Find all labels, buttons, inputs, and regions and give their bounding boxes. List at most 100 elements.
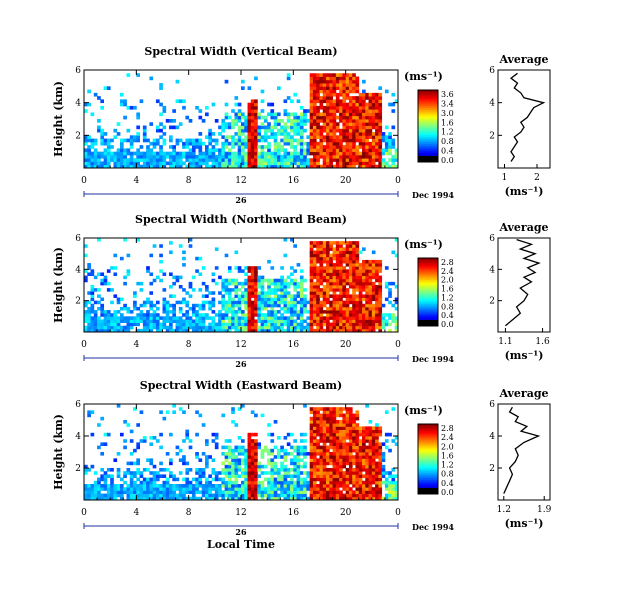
colorbar-tick: 0.4 (441, 147, 454, 156)
colorbar-tick: 0.8 (441, 302, 454, 311)
profile-line (509, 72, 546, 162)
colorbar-tick: 1.6 (441, 451, 454, 460)
plot-title: Spectral Width (Vertical Beam) (144, 45, 337, 58)
panel-northward: Spectral Width (Northward Beam)0 4 8 12 16 20… (52, 213, 551, 369)
y-tick-label: 6 (75, 400, 81, 410)
colorbar-tick: 1.2 (441, 128, 454, 137)
profile-y-tick: 4 (489, 265, 495, 275)
profile-x-tick: 1.1 (498, 337, 512, 347)
profile-title: Average (498, 221, 548, 234)
x-tick-label: 20 (340, 340, 352, 350)
panel-eastward: Spectral Width (Eastward Beam)0 4 8 12 16 20 0… (52, 379, 552, 551)
colorbar-tick: 0.4 (441, 311, 454, 320)
profile-xlabel: (ms⁻¹) (505, 185, 544, 198)
colorbar-tick: 2.4 (441, 433, 454, 442)
colorbar-tick: 0.4 (441, 479, 454, 488)
date-label: 26 (235, 359, 247, 369)
colorbar-tick: 2.8 (441, 424, 454, 433)
profile-x-tick: 2 (534, 173, 540, 183)
x-tick-label: 0 (81, 340, 87, 350)
panel-vertical: Spectral Width (Vertical Beam)0 4 8 12 16 20 0… (52, 45, 551, 205)
profile-y-tick: 4 (489, 432, 495, 442)
colorbar-tick: 0.8 (441, 470, 454, 479)
y-axis-label: Height (km) (52, 81, 65, 157)
x-axis-label: Local Time (207, 538, 275, 551)
colorbar-tick: 0.8 (441, 137, 454, 146)
profile-y-tick: 6 (489, 66, 495, 76)
colorbar-tick: 1.2 (441, 293, 454, 302)
profile-x-tick: 1.9 (537, 505, 552, 515)
y-tick-label: 4 (75, 432, 81, 442)
colorbar-low (418, 156, 438, 162)
y-axis-label: Height (km) (52, 247, 65, 323)
date-suffix: Dec 1994 (412, 522, 454, 532)
x-tick-label: 12 (235, 508, 246, 518)
x-tick-label: 20 (340, 176, 352, 186)
colorbar-tick: 2.0 (441, 442, 454, 451)
colorbar-low (418, 320, 438, 326)
colorbar-tick: 2.0 (441, 276, 454, 285)
x-tick-label: 0 (81, 508, 87, 518)
colorbar (417, 423, 439, 495)
profile-title: Average (498, 53, 548, 66)
profile-frame (497, 403, 551, 501)
colorbar-tick: 3.6 (441, 90, 454, 99)
colorbar-tick: 2.4 (441, 267, 454, 276)
plot-title: Spectral Width (Northward Beam) (135, 213, 347, 226)
y-tick-label: 2 (75, 297, 81, 307)
colorbar-tick: 1.6 (441, 118, 454, 127)
y-tick-label: 4 (75, 99, 81, 109)
profile-frame (497, 69, 551, 169)
profile-y-tick: 4 (489, 99, 495, 109)
profile-x-tick: 1.6 (535, 337, 550, 347)
profile-xlabel: (ms⁻¹) (505, 349, 544, 362)
colorbar-low (418, 488, 438, 494)
colorbar-tick: 0.0 (441, 320, 454, 329)
date-label: 26 (235, 195, 247, 205)
profile-line (504, 238, 541, 327)
profile-x-tick: 1.2 (497, 505, 511, 515)
colorbar (417, 257, 439, 327)
profile-y-tick: 2 (489, 131, 495, 141)
profile-frame (497, 237, 551, 333)
x-tick-label: 12 (235, 340, 246, 350)
profile-y-tick: 6 (489, 400, 495, 410)
x-tick-label: 16 (288, 340, 300, 350)
colorbar-tick: 2.8 (441, 258, 454, 267)
colorbar-tick: 0.0 (441, 156, 454, 165)
x-tick-label: 0 (395, 176, 401, 186)
profile-x-tick: 1 (502, 173, 508, 183)
colorbar-tick: 3.0 (441, 109, 454, 118)
x-tick-label: 20 (340, 508, 352, 518)
colorbar-unit: (ms⁻¹) (404, 70, 443, 83)
heatmap-cells (84, 73, 399, 169)
colorbar-unit: (ms⁻¹) (404, 238, 443, 251)
heatmap-cells (84, 404, 399, 501)
x-tick-label: 4 (133, 176, 139, 186)
y-axis-label: Height (km) (52, 414, 65, 490)
x-tick-label: 0 (395, 340, 401, 350)
date-suffix: Dec 1994 (412, 190, 454, 200)
colorbar-tick: 3.4 (441, 99, 454, 108)
y-tick-label: 4 (75, 265, 81, 275)
x-tick-label: 0 (81, 176, 87, 186)
profile-xlabel: (ms⁻¹) (505, 517, 544, 530)
date-suffix: Dec 1994 (412, 354, 454, 364)
x-tick-label: 12 (235, 176, 246, 186)
x-tick-label: 0 (395, 508, 401, 518)
y-tick-label: 2 (75, 464, 81, 474)
profile-y-tick: 2 (489, 297, 495, 307)
x-tick-label: 16 (288, 176, 300, 186)
colorbar-unit: (ms⁻¹) (404, 404, 443, 417)
colorbar (417, 89, 439, 163)
colorbar-tick: 1.6 (441, 285, 454, 294)
colorbar-tick: 1.2 (441, 461, 454, 470)
profile-title: Average (498, 387, 548, 400)
x-tick-label: 16 (288, 508, 300, 518)
profile-y-tick: 6 (489, 234, 495, 244)
x-tick-label: 8 (186, 176, 192, 186)
y-tick-label: 6 (75, 234, 81, 244)
x-tick-label: 4 (133, 508, 139, 518)
x-tick-label: 8 (186, 508, 192, 518)
